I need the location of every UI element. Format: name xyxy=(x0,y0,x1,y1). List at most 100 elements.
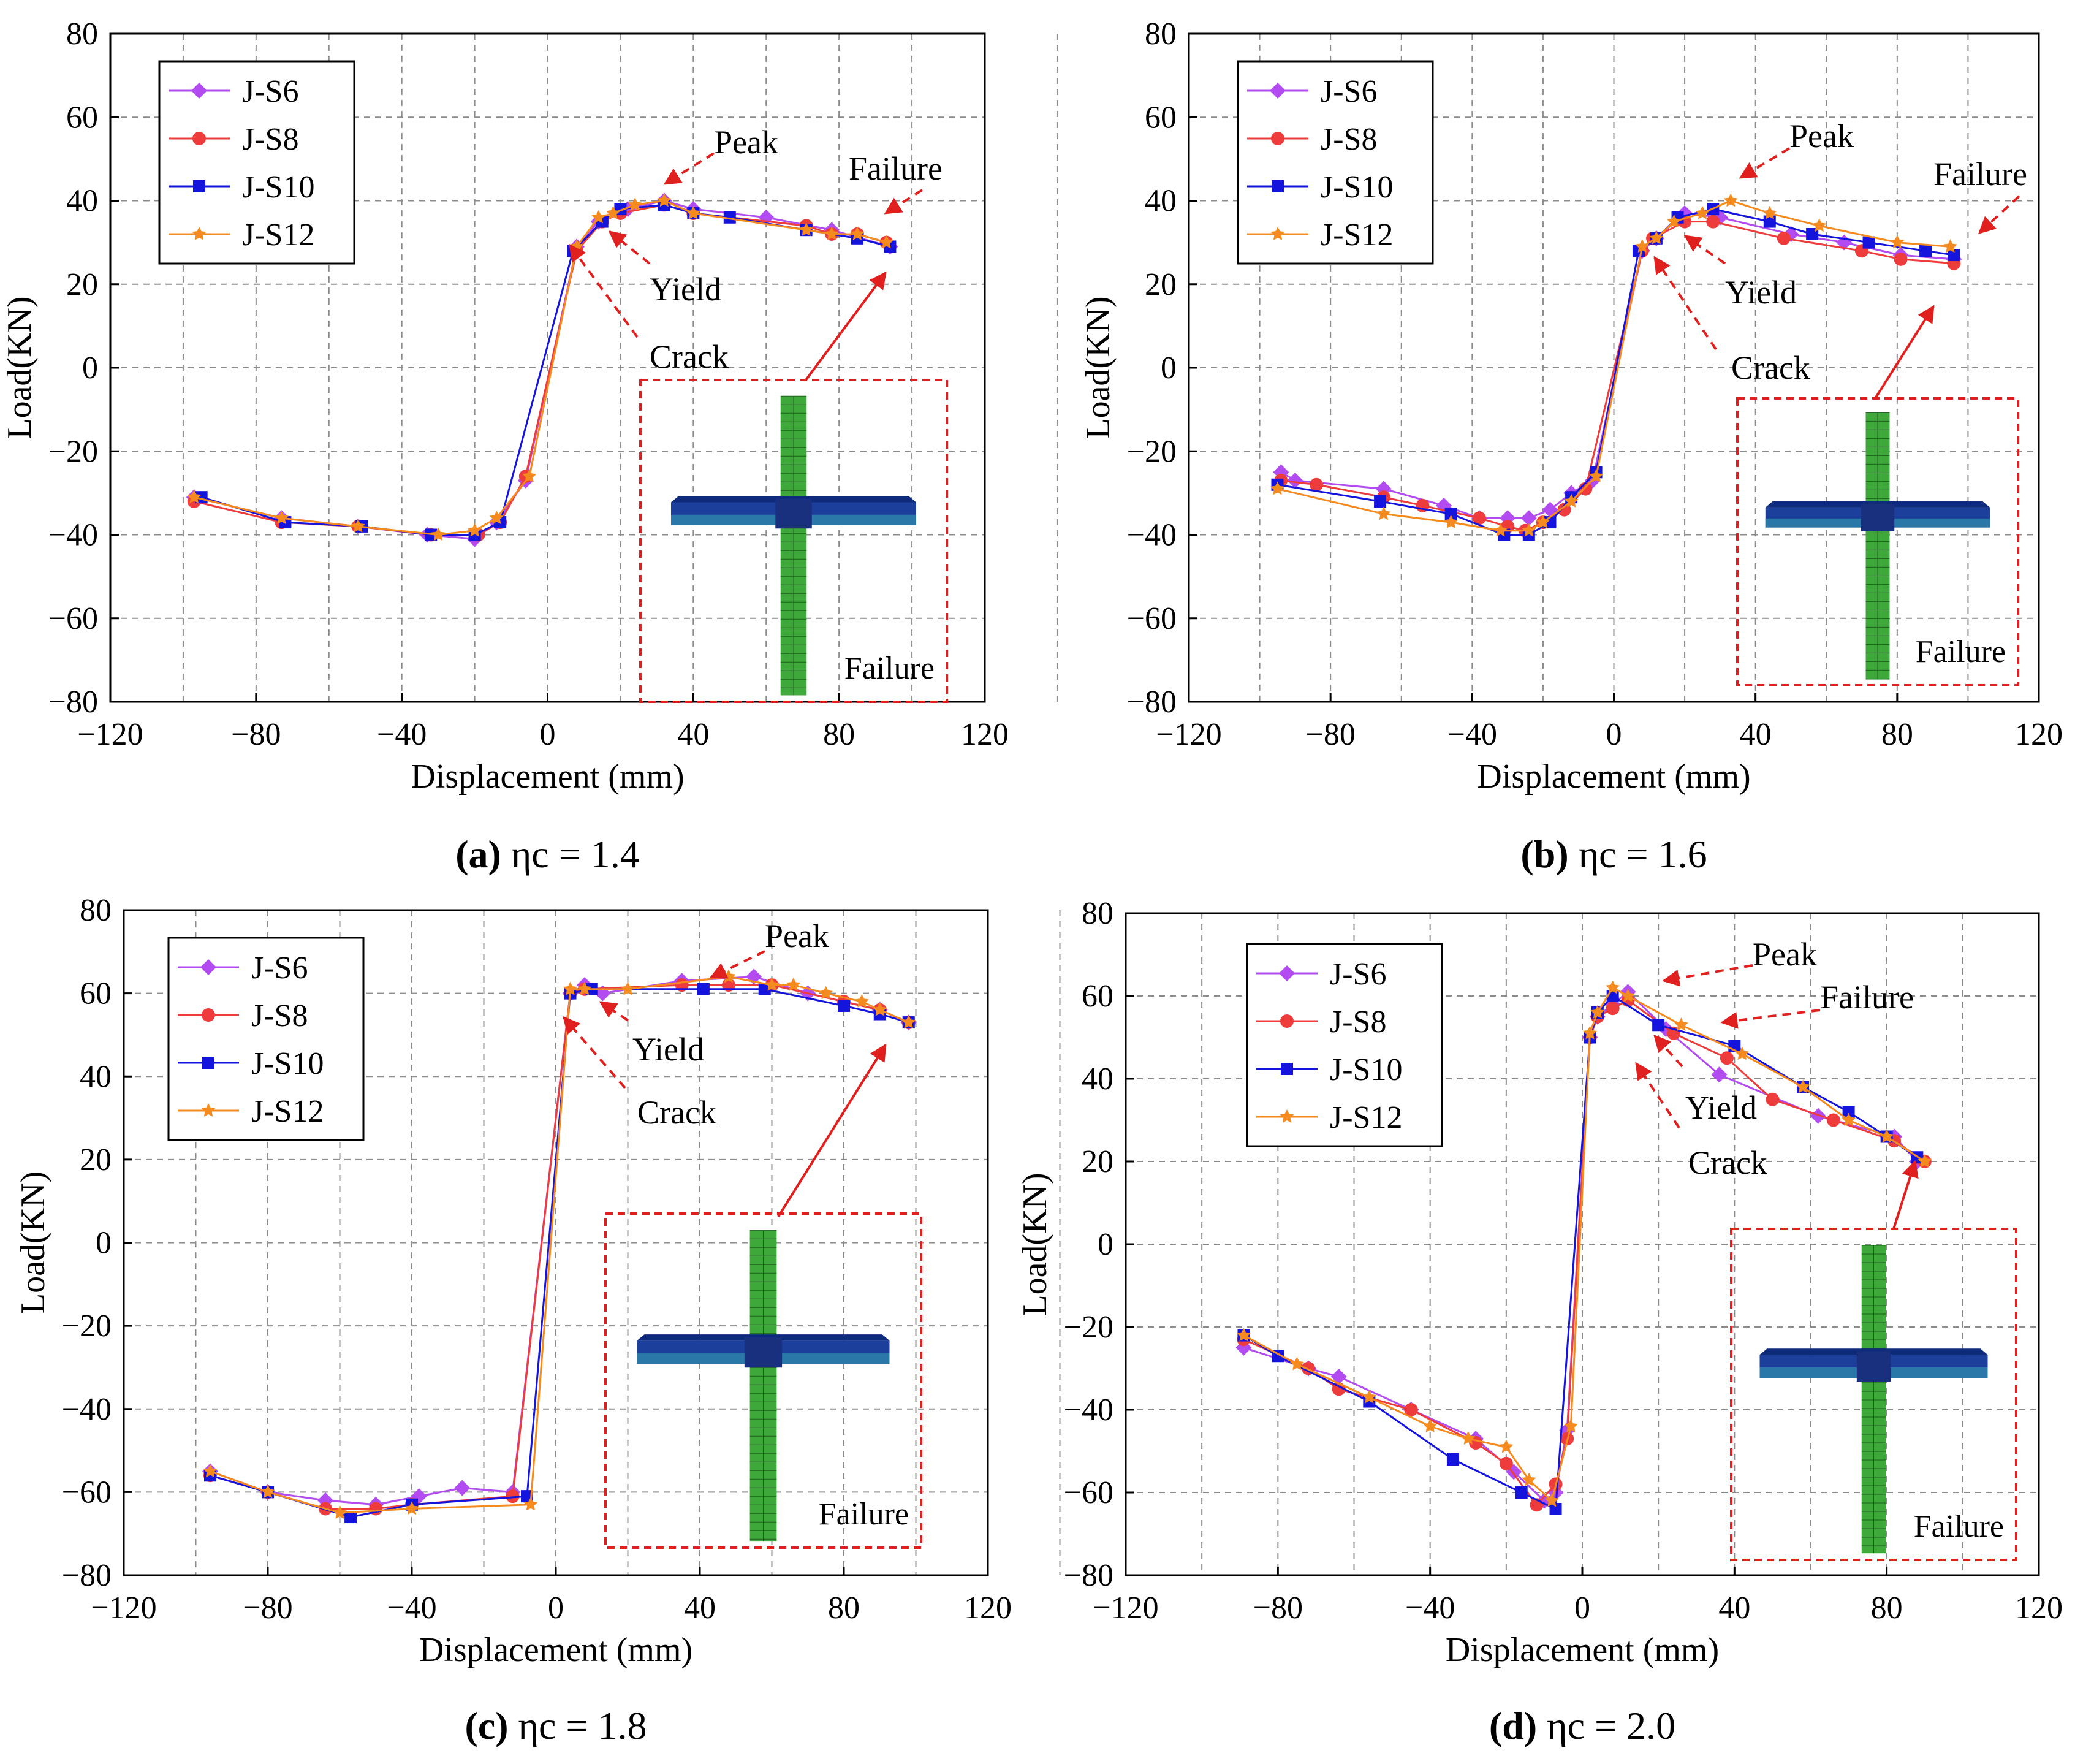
x-tick-label: −120 xyxy=(1156,717,1221,752)
legend-marker-j-s6 xyxy=(191,83,207,99)
data-point-j-s12 xyxy=(1649,230,1664,245)
legend-marker-j-s6 xyxy=(1270,83,1286,99)
y-tick-label: −60 xyxy=(48,601,98,636)
annotation-label-peak: Peak xyxy=(1753,936,1817,973)
grid xyxy=(110,34,1058,702)
data-point-j-s12 xyxy=(1590,1005,1605,1019)
annotation-arrow-peak xyxy=(709,950,765,979)
y-tick-label: 20 xyxy=(66,267,98,302)
annotation-label-failure: Failure xyxy=(1933,156,2027,192)
y-tick-label: 20 xyxy=(1082,1144,1113,1179)
legend-label-j-s6: J-S6 xyxy=(242,74,298,109)
inset-label: Failure xyxy=(844,651,935,686)
data-point-j-s12 xyxy=(563,981,577,995)
data-point-j-s10 xyxy=(1919,245,1932,257)
data-point-j-s12 xyxy=(765,978,779,991)
data-point-j-s12 xyxy=(1499,1439,1514,1453)
data-point-j-s6 xyxy=(1330,1369,1347,1385)
legend-marker-j-s8 xyxy=(1280,1014,1294,1028)
data-point-j-s6 xyxy=(1810,1108,1826,1124)
data-point-j-s10 xyxy=(723,211,736,224)
data-point-j-s12 xyxy=(431,527,446,541)
legend-label-j-s10: J-S10 xyxy=(251,1046,324,1081)
legend: J-S6 J-S8 J-S10 J-S12 xyxy=(1237,60,1434,265)
annotations: Peak Yield Crack Failure xyxy=(1653,118,2027,386)
caption-letter: (d) xyxy=(1489,1704,1537,1747)
data-point-j-s8 xyxy=(1706,215,1720,229)
y-tick-label: 0 xyxy=(1098,1227,1113,1262)
y-tick-label: 0 xyxy=(96,1226,112,1261)
x-tick-label: 80 xyxy=(1871,1591,1903,1625)
legend-marker-j-s6 xyxy=(200,959,216,975)
data-point-j-s12 xyxy=(404,1501,419,1515)
data-point-j-s12 xyxy=(1667,214,1682,228)
legend: J-S6 J-S8 J-S10 J-S12 xyxy=(1246,943,1443,1147)
series-j-s12 xyxy=(203,969,916,1519)
x-tick-label: 80 xyxy=(1881,717,1913,752)
chart-panel-c: −120 −80 −40 0 40 80 120−80−60−40−20020406080D… xyxy=(14,893,1061,1747)
x-tick-label: 0 xyxy=(548,1591,564,1625)
panel-caption: (c) ηc = 1.8 xyxy=(465,1704,647,1747)
annotation-label-yield: Yield xyxy=(1685,1089,1757,1126)
annotation-label-crack: Crack xyxy=(650,338,729,375)
y-axis-label: Load(KN) xyxy=(14,1171,52,1314)
data-point-j-s12 xyxy=(628,197,642,211)
data-point-j-s10 xyxy=(1374,495,1387,508)
inset-label: Failure xyxy=(1916,634,2006,669)
data-point-j-s8 xyxy=(1894,252,1908,266)
y-tick-label: 40 xyxy=(80,1059,112,1094)
legend-marker-j-s12 xyxy=(1280,1109,1294,1123)
data-point-j-s10 xyxy=(758,983,771,995)
x-axis-label: Displacement (mm) xyxy=(419,1631,692,1669)
annotation-label-yield: Yield xyxy=(650,271,721,308)
series-j-s12 xyxy=(1270,193,1957,537)
data-point-j-s12 xyxy=(786,978,801,991)
legend: J-S6 J-S8 J-S10 J-S12 xyxy=(158,60,355,265)
data-point-j-s12 xyxy=(351,519,365,533)
data-point-j-s12 xyxy=(855,994,869,1008)
y-tick-label: 40 xyxy=(1145,184,1177,219)
series-j-s12 xyxy=(187,193,893,541)
joint-core xyxy=(1856,1351,1891,1382)
annotation-arrow-failure xyxy=(884,189,924,215)
x-axis-label: Displacement (mm) xyxy=(411,758,684,796)
data-point-j-s12 xyxy=(1589,469,1603,482)
panel-caption: (d) ηc = 2.0 xyxy=(1489,1704,1675,1747)
legend-marker-j-s10 xyxy=(1272,180,1284,192)
x-tick-label: −40 xyxy=(377,717,427,752)
caption-letter: (c) xyxy=(465,1704,509,1747)
x-tick-label: 40 xyxy=(1718,1591,1750,1625)
y-tick-label: 80 xyxy=(1145,17,1177,51)
annotation-arrow-yield xyxy=(599,1001,629,1022)
legend: J-S6 J-S8 J-S10 J-S12 xyxy=(167,937,365,1141)
x-axis-label: Displacement (mm) xyxy=(1477,758,1750,796)
panel-caption: (a) ηc = 1.4 xyxy=(455,832,640,876)
legend-marker-j-s8 xyxy=(202,1008,215,1022)
data-point-j-s12 xyxy=(1536,515,1550,528)
annotation-label-peak: Peak xyxy=(1789,118,1854,154)
caption-letter: (a) xyxy=(455,832,501,876)
data-point-j-s12 xyxy=(591,210,606,224)
data-point-j-s12 xyxy=(686,205,700,219)
chart-panel-b: −120 −80 −40 0 40 80 120−80−60−40−20020406080D… xyxy=(1079,17,2063,876)
y-tick-label: 0 xyxy=(82,351,98,386)
y-axis-label: Load(KN) xyxy=(1,296,39,439)
data-point-j-s12 xyxy=(1544,1493,1559,1507)
data-point-j-s10 xyxy=(1763,215,1776,228)
data-point-j-s12 xyxy=(1237,1328,1251,1342)
data-point-j-s12 xyxy=(203,1464,218,1478)
x-tick-label: 120 xyxy=(2015,717,2063,752)
legend-label-j-s6: J-S6 xyxy=(1330,957,1386,992)
x-tick-label: −40 xyxy=(387,1591,436,1625)
legend-label-j-s12: J-S12 xyxy=(1330,1100,1402,1135)
legend-label-j-s6: J-S6 xyxy=(251,951,308,986)
data-point-j-s12 xyxy=(721,969,736,983)
inset-arrow xyxy=(777,1043,887,1218)
legend-marker-j-s12 xyxy=(201,1103,216,1117)
annotation-label-crack: Crack xyxy=(1688,1144,1767,1181)
data-point-j-s12 xyxy=(1695,205,1710,219)
failure-inset: Failure xyxy=(1730,1228,2017,1561)
data-point-j-s12 xyxy=(1880,1129,1894,1143)
failure-inset: Failure xyxy=(1736,397,2019,686)
